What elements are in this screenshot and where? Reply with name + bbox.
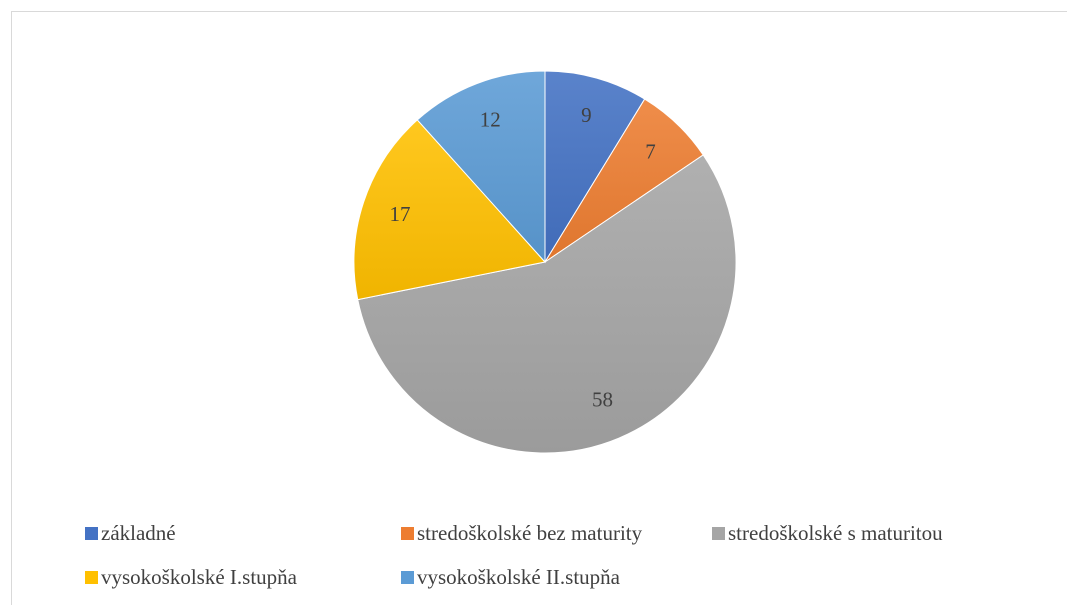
legend-swatch [401, 527, 414, 540]
pie-data-label: 12 [480, 107, 501, 131]
pie-data-label: 7 [645, 140, 656, 164]
legend-label: stredoškolské bez maturity [417, 521, 642, 546]
legend-item-vysokoskolske-2-stupna: vysokoškolské II.stupňa [401, 565, 620, 590]
legend-item-stredoskolske-bez-maturity: stredoškolské bez maturity [401, 521, 642, 546]
pie-data-label: 17 [390, 202, 411, 226]
pie-data-label: 58 [592, 387, 613, 411]
legend-label: vysokoškolské I.stupňa [101, 565, 297, 590]
legend-label: základné [101, 521, 176, 546]
pie-data-label: 9 [581, 103, 592, 127]
legend-swatch [85, 571, 98, 584]
legend-swatch [712, 527, 725, 540]
legend-label: stredoškolské s maturitou [728, 521, 943, 546]
legend-item-stredoskolske-s-maturitou: stredoškolské s maturitou [712, 521, 943, 546]
legend-swatch [85, 527, 98, 540]
legend-item-vysokoskolske-1-stupna: vysokoškolské I.stupňa [85, 565, 297, 590]
pie-slices [354, 71, 736, 453]
legend-label: vysokoškolské II.stupňa [417, 565, 620, 590]
legend-item-zakladne: základné [85, 521, 176, 546]
legend-swatch [401, 571, 414, 584]
